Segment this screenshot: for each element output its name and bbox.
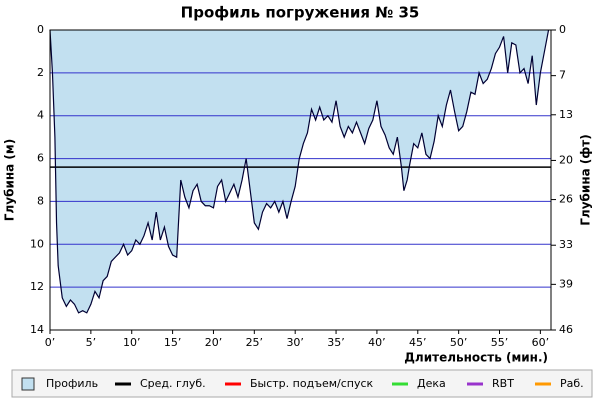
legend-swatch — [21, 377, 35, 391]
legend-label: RBT — [492, 377, 514, 390]
y-tick-label: 8 — [37, 194, 44, 207]
x-tick-label: 60’ — [532, 336, 550, 349]
x-tick-label: 25’ — [246, 336, 264, 349]
y2-tick-label: 20 — [559, 153, 573, 166]
profile-line — [49, 29, 550, 314]
y-tick-label: 4 — [37, 109, 44, 122]
plot-frame — [49, 29, 552, 331]
x-tick-label: 30’ — [286, 336, 304, 349]
legend-label: Дека — [417, 377, 446, 390]
y2-tick-label: 0 — [559, 23, 566, 36]
y2-tick-label: 39 — [559, 277, 573, 290]
y2-tick-label: 26 — [559, 193, 573, 206]
x-tick-label: 20’ — [205, 336, 223, 349]
x-tick-label: 45’ — [409, 336, 427, 349]
legend-label: Быстр. подъем/спуск — [250, 377, 374, 390]
x-tick-label: 10’ — [123, 336, 141, 349]
y-tick-label: 14 — [30, 323, 44, 336]
x-tick-label: 55’ — [491, 336, 509, 349]
y2-tick-label: 7 — [559, 69, 566, 82]
chart-title: Профиль погружения № 35 — [181, 4, 420, 22]
y2-tick-label: 33 — [559, 238, 573, 251]
legend-label: Сред. глуб. — [140, 377, 206, 390]
y-tick-label: 10 — [30, 237, 44, 250]
x-tick-label: 40’ — [368, 336, 386, 349]
x-axis-label: Длительность (мин.) — [404, 351, 548, 365]
y2-axis-label: Глубина (фт) — [579, 134, 593, 225]
y-axis-label: Глубина (м) — [3, 139, 17, 221]
x-tick-label: 5’ — [86, 336, 97, 349]
legend-label: Профиль — [46, 377, 98, 390]
legend-label: Раб. — [560, 377, 584, 390]
y-tick-label: 6 — [37, 152, 44, 165]
y-tick-label: 0 — [37, 23, 44, 36]
x-tick-label: 35’ — [327, 336, 345, 349]
y-tick-label: 12 — [30, 280, 44, 293]
x-tick-label: 50’ — [450, 336, 468, 349]
x-tick-label: 15’ — [164, 336, 182, 349]
y2-tick-label: 46 — [559, 323, 573, 336]
x-tick-label: 0’ — [45, 336, 56, 349]
legend-box — [11, 369, 593, 398]
y-tick-label: 2 — [37, 66, 44, 79]
area-fill — [50, 30, 549, 313]
y2-tick-label: 13 — [559, 108, 573, 121]
